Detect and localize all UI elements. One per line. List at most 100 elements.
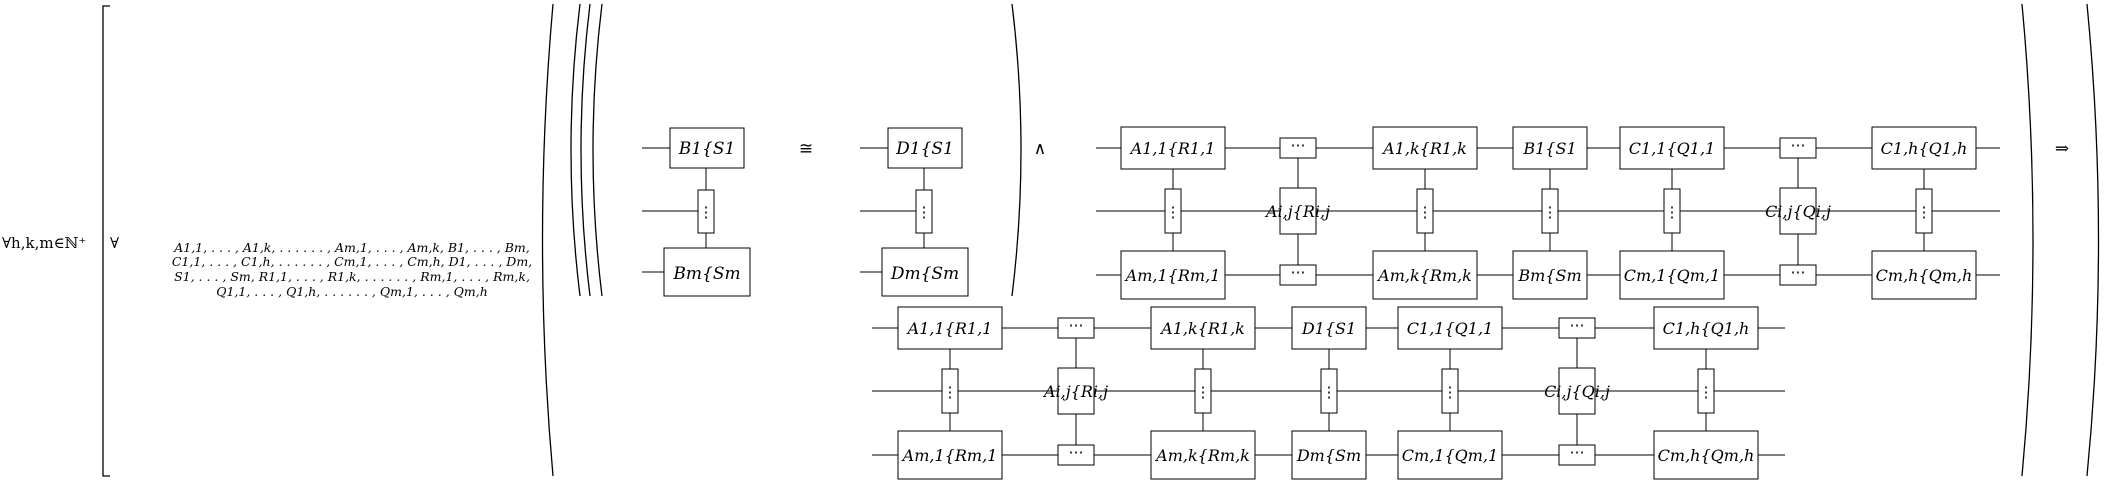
box-d1-s1: D1{S1 <box>895 139 954 159</box>
top-grid-box <box>1663 188 1681 234</box>
left-bracket <box>102 5 110 477</box>
top-grid-box-label: ⋯ <box>1291 136 1306 154</box>
top-grid-box-label: Ci,j{Qi,j <box>1765 202 1831 221</box>
bottom-grid-box <box>1057 444 1095 466</box>
right-stack: D1{S1 ⋮ Dm{Sm <box>860 127 969 297</box>
close-paren-outer <box>2086 3 2100 477</box>
bottom-grid-box <box>1150 306 1256 350</box>
top-grid-box <box>1541 188 1559 234</box>
bottom-grid-box-label: ⋯ <box>1570 443 1585 461</box>
bottom-grid-box <box>1558 317 1596 339</box>
bottom-grid-box <box>1653 306 1759 350</box>
bottom-grid-box-label: Am,k{Rm,k <box>1154 446 1250 465</box>
box-dm-sm: Dm{Sm <box>890 264 959 284</box>
top-grid-box <box>1779 137 1817 159</box>
close-paren-2 <box>2021 3 2034 477</box>
top-grid-box-label: Am,1{Rm,1 <box>1124 266 1221 285</box>
implies-symbol: ⇒ <box>2055 139 2069 159</box>
bottom-grid-box <box>897 430 1003 480</box>
box-b1-s1: B1{S1 <box>678 139 736 159</box>
inner-vars-line-3: S1, . . . , Sm, R1,1, . . . , R1,k, . . … <box>174 269 530 284</box>
top-grid-box <box>1372 250 1478 300</box>
bottom-grid-box <box>1558 444 1596 466</box>
bottom-grid-box-label: C1,1{Q1,1 <box>1407 319 1493 338</box>
top-grid-box-label: ⋮ <box>1543 203 1558 221</box>
top-grid-box-label: A1,k{R1,k <box>1381 139 1467 158</box>
and-symbol: ∧ <box>1034 139 1046 159</box>
bottom-grid-box-label: Am,1{Rm,1 <box>901 446 998 465</box>
bottom-grid-box-label: ⋯ <box>1069 316 1084 334</box>
top-grid-box-label: C1,h{Q1,h <box>1881 139 1968 158</box>
top-grid-box-label: Ai,j{Ri,j <box>1264 202 1330 221</box>
bottom-grid-box-label: C1,h{Q1,h <box>1663 319 1750 338</box>
bottom-grid-box <box>1697 368 1715 414</box>
bottom-grid-box <box>1194 368 1212 414</box>
top-grid-box-label: ⋯ <box>1291 263 1306 281</box>
bottom-grid-box-label: Cm,h{Qm,h <box>1658 446 1755 465</box>
top-grid-box-label: ⋮ <box>1418 203 1433 221</box>
box-b-vdots: ⋮ <box>699 203 714 221</box>
top-grid: A1,1{R1,1 ⋯ A1,k{R1,k B1{S1 C1,1{Q1,1 ⋯ C1,h{Q… <box>1096 126 2000 300</box>
top-grid-box-label: C1,1{Q1,1 <box>1629 139 1715 158</box>
open-paren-4 <box>592 3 603 297</box>
bottom-grid-box-label: ⋮ <box>1322 383 1337 401</box>
bottom-grid-box <box>1150 430 1256 480</box>
top-grid-box-label: Bm{Sm <box>1517 266 1581 285</box>
top-grid-box <box>1871 126 1977 170</box>
top-grid-box <box>1779 264 1817 286</box>
bottom-grid-box-label: ⋮ <box>1699 383 1714 401</box>
bottom-grid-box <box>897 306 1003 350</box>
top-grid-box <box>1279 187 1317 235</box>
top-grid-box <box>1372 126 1478 170</box>
bottom-grid-box <box>1397 430 1503 480</box>
top-grid-box-label: Am,k{Rm,k <box>1376 266 1472 285</box>
bottom-grid-box <box>1057 367 1095 415</box>
bottom-grid-box <box>1653 430 1759 480</box>
bottom-grid-box <box>1397 306 1503 350</box>
top-grid-box <box>1416 188 1434 234</box>
top-grid-box <box>1619 250 1725 300</box>
bottom-grid-box-label: ⋮ <box>1196 383 1211 401</box>
left-stack: B1{S1 ⋮ Bm{Sm <box>642 127 751 297</box>
top-grid-box <box>1619 126 1725 170</box>
bottom-grid-box-label: Ai,j{Ri,j <box>1042 382 1108 401</box>
top-grid-box-label: ⋮ <box>1665 203 1680 221</box>
bottom-grid-box-label: ⋮ <box>1443 383 1458 401</box>
top-grid-box-label: ⋮ <box>1166 203 1181 221</box>
top-grid-box-label: A1,1{R1,1 <box>1129 139 1216 158</box>
bottom-grid-box <box>1320 368 1338 414</box>
bottom-grid-box-label: A1,1{R1,1 <box>906 319 993 338</box>
top-grid-box-label: ⋯ <box>1791 136 1806 154</box>
top-grid-box <box>1120 126 1226 170</box>
inner-vars-line-4: Q1,1, . . . , Q1,h, . . . . . . , Qm,1, … <box>216 284 488 299</box>
top-grid-box <box>1279 264 1317 286</box>
bottom-grid-box <box>1057 317 1095 339</box>
outer-quantifier: ∀h,k,m∈ℕ⁺ <box>2 234 86 252</box>
bottom-grid-box <box>1558 367 1596 415</box>
iso-symbol: ≅ <box>799 139 813 159</box>
bottom-grid-box-label: A1,k{R1,k <box>1159 319 1245 338</box>
inner-vars-line-1: A1,1, . . . , A1,k, . . . . . . , Am,1, … <box>173 240 530 255</box>
bottom-grid-box-label: D1{S1 <box>1301 319 1356 338</box>
top-grid-box <box>1279 137 1317 159</box>
bottom-grid-box <box>1291 430 1367 480</box>
top-grid-box <box>1915 188 1933 234</box>
bottom-grid-box-label: Dm{Sm <box>1296 446 1361 465</box>
bottom-grid-box <box>1291 306 1367 350</box>
box-bm-sm: Bm{Sm <box>672 264 740 284</box>
bottom-grid-box-label: ⋯ <box>1570 316 1585 334</box>
open-paren-2 <box>570 3 581 297</box>
close-paren-inner <box>1011 3 1022 297</box>
bottom-grid-box-label: Cm,1{Qm,1 <box>1402 446 1498 465</box>
bottom-grid-box-label: Ci,j{Qi,j <box>1544 382 1610 401</box>
bottom-grid-box-label: ⋮ <box>943 383 958 401</box>
top-grid-box-label: ⋯ <box>1791 263 1806 281</box>
top-grid-box <box>1779 187 1817 235</box>
bottom-grid-box <box>1441 368 1459 414</box>
open-paren-outer <box>541 3 554 477</box>
inner-forall: ∀ <box>110 234 119 252</box>
top-grid-box <box>1512 250 1588 300</box>
inner-vars-line-2: C1,1, . . . , C1,h, . . . . . . , Cm,1, … <box>172 254 532 269</box>
box-d-vdots: ⋮ <box>917 203 932 221</box>
